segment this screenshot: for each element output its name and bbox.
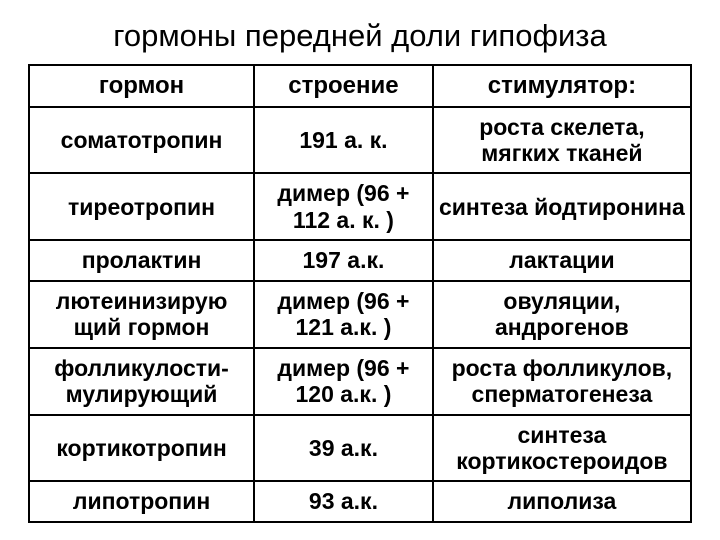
col-header-structure: строение	[254, 65, 433, 107]
col-header-hormone: гормон	[29, 65, 254, 107]
table-row: липотропин 93 а.к. липолиза	[29, 481, 691, 521]
cell-stimulator: лактации	[433, 240, 691, 280]
cell-hormone: кортикотропин	[29, 415, 254, 482]
cell-stimulator: синтеза йодтиронина	[433, 173, 691, 240]
cell-stimulator: липолиза	[433, 481, 691, 521]
table-row: соматотропин 191 а. к. роста скелета, мя…	[29, 107, 691, 174]
cell-structure: димер (96 + 121 а.к. )	[254, 281, 433, 348]
cell-hormone: пролактин	[29, 240, 254, 280]
cell-structure: 39 а.к.	[254, 415, 433, 482]
col-header-stimulator: стимулятор:	[433, 65, 691, 107]
cell-structure: 191 а. к.	[254, 107, 433, 174]
hormones-table: гормон строение стимулятор: соматотропин…	[28, 64, 692, 523]
cell-hormone: соматотропин	[29, 107, 254, 174]
cell-hormone: лютеинизирую щий гормон	[29, 281, 254, 348]
cell-structure: 197 а.к.	[254, 240, 433, 280]
cell-structure: димер (96 + 120 а.к. )	[254, 348, 433, 415]
table-row: фолликулости-мулирующий димер (96 + 120 …	[29, 348, 691, 415]
cell-structure: 93 а.к.	[254, 481, 433, 521]
cell-stimulator: синтеза кортикостероидов	[433, 415, 691, 482]
cell-structure: димер (96 + 112 а. к. )	[254, 173, 433, 240]
cell-hormone: тиреотропин	[29, 173, 254, 240]
page-title: гормоны передней доли гипофиза	[28, 18, 692, 54]
table-row: пролактин 197 а.к. лактации	[29, 240, 691, 280]
table-header-row: гормон строение стимулятор:	[29, 65, 691, 107]
table-row: лютеинизирую щий гормон димер (96 + 121 …	[29, 281, 691, 348]
cell-stimulator: овуляции, андрогенов	[433, 281, 691, 348]
cell-stimulator: роста скелета, мягких тканей	[433, 107, 691, 174]
cell-stimulator: роста фолликулов, сперматогенеза	[433, 348, 691, 415]
cell-hormone: фолликулости-мулирующий	[29, 348, 254, 415]
table-row: тиреотропин димер (96 + 112 а. к. ) синт…	[29, 173, 691, 240]
table-row: кортикотропин 39 а.к. синтеза кортикосте…	[29, 415, 691, 482]
cell-hormone: липотропин	[29, 481, 254, 521]
slide: гормоны передней доли гипофиза гормон ст…	[0, 0, 720, 523]
